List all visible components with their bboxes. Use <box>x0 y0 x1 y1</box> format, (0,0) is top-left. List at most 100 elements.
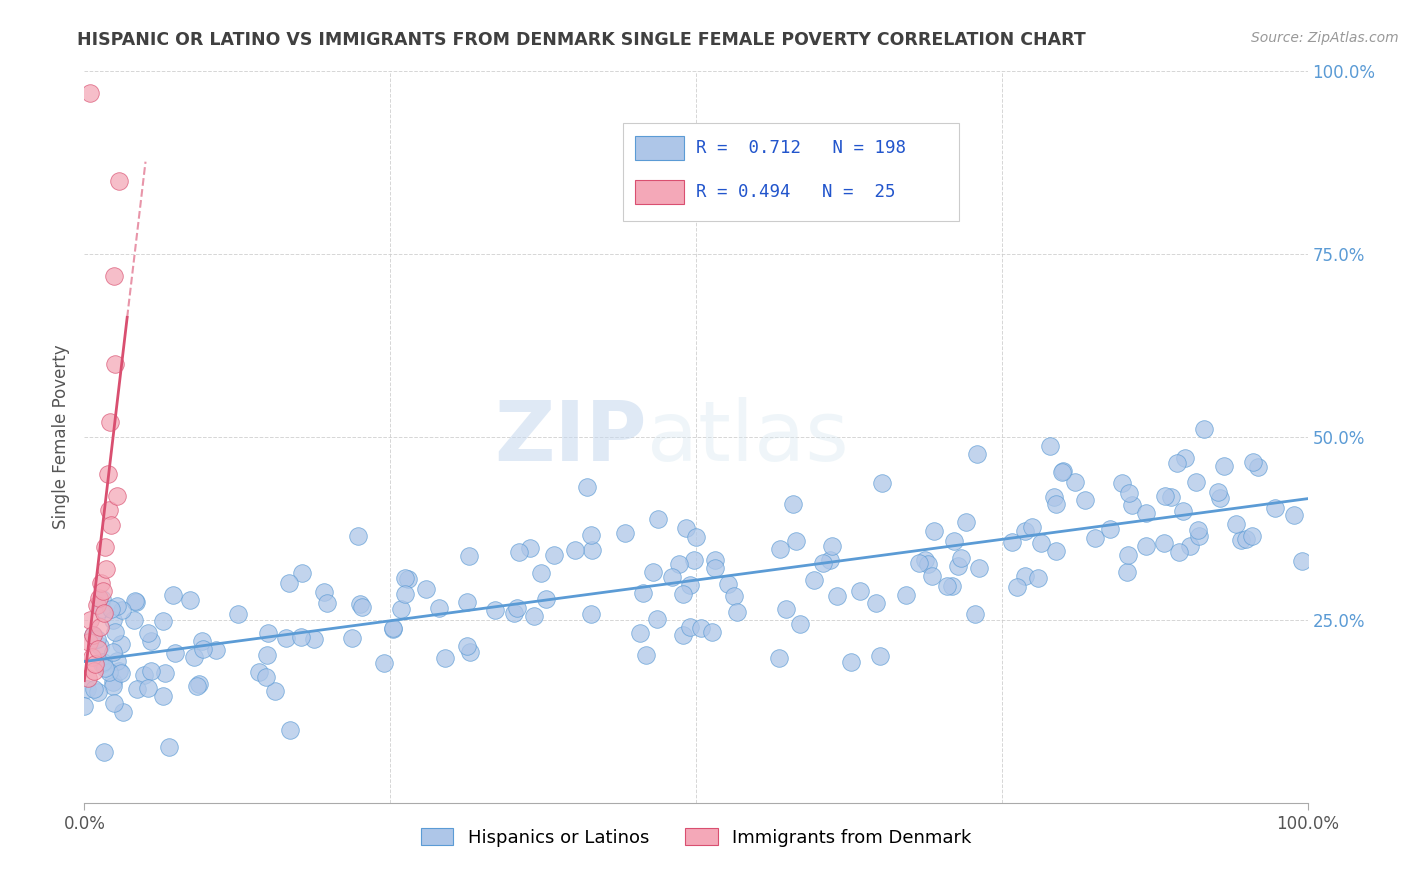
Point <box>157 740 180 755</box>
Point <box>458 645 481 659</box>
Point <box>1178 539 1201 553</box>
Point <box>870 475 893 490</box>
Point <box>87 642 110 657</box>
Point <box>340 631 363 645</box>
Point <box>87 591 110 605</box>
Point <box>1111 475 1133 490</box>
Point <box>921 569 943 583</box>
Point <box>704 560 727 574</box>
Point <box>98 416 121 430</box>
Point <box>1291 554 1313 568</box>
Point <box>179 593 201 607</box>
Point <box>1121 498 1143 512</box>
Point <box>254 670 277 684</box>
Point <box>967 560 990 574</box>
Point <box>811 556 834 570</box>
Point <box>103 645 125 659</box>
Point <box>90 657 112 671</box>
Point <box>782 497 804 511</box>
Point <box>389 602 412 616</box>
Point <box>83 681 105 696</box>
Point <box>186 679 208 693</box>
Point <box>965 607 987 621</box>
Point <box>1234 533 1257 547</box>
Point <box>415 582 437 596</box>
Point <box>579 528 602 542</box>
Point <box>457 549 479 563</box>
Point <box>101 679 124 693</box>
Point <box>946 559 969 574</box>
Point <box>93 661 115 675</box>
Point <box>433 651 456 665</box>
Point <box>1116 565 1139 579</box>
Point <box>86 599 108 613</box>
Point <box>508 545 530 559</box>
Point <box>103 674 125 689</box>
Point <box>839 655 862 669</box>
Point <box>530 566 553 580</box>
Y-axis label: Single Female Poverty: Single Female Poverty <box>52 345 70 529</box>
Point <box>456 639 478 653</box>
Point <box>350 599 373 614</box>
Point <box>869 648 891 663</box>
Text: atlas: atlas <box>647 397 849 477</box>
Point <box>373 656 395 670</box>
Point <box>247 665 270 679</box>
Point <box>1135 506 1157 520</box>
Point <box>108 665 131 679</box>
Point <box>1192 422 1215 436</box>
Point <box>103 624 125 639</box>
Point <box>112 705 135 719</box>
Point <box>768 651 790 665</box>
Point <box>818 553 841 567</box>
Point <box>427 601 450 615</box>
Point <box>110 665 132 680</box>
Point <box>647 511 669 525</box>
Legend: Hispanics or Latinos, Immigrants from Denmark: Hispanics or Latinos, Immigrants from De… <box>412 819 980 856</box>
Point <box>103 696 125 710</box>
Point <box>579 607 602 621</box>
Point <box>105 489 128 503</box>
Point <box>94 540 117 554</box>
Point <box>93 745 115 759</box>
Point <box>103 613 125 627</box>
Point <box>1026 572 1049 586</box>
Point <box>141 664 163 678</box>
Point <box>1213 458 1236 473</box>
Point <box>564 542 586 557</box>
Point <box>312 585 335 599</box>
Point <box>908 556 931 570</box>
Point <box>581 542 603 557</box>
Point <box>1045 497 1067 511</box>
Point <box>190 633 212 648</box>
Point <box>943 533 966 548</box>
Point <box>661 570 683 584</box>
Point <box>316 596 339 610</box>
Point <box>1084 531 1107 545</box>
Point <box>382 621 405 635</box>
Point <box>506 601 529 615</box>
Point <box>76 682 98 697</box>
Point <box>396 573 419 587</box>
Text: R =  0.712   N = 198: R = 0.712 N = 198 <box>696 139 905 157</box>
Point <box>576 480 599 494</box>
Point <box>302 632 325 646</box>
Point <box>683 553 706 567</box>
Point <box>394 587 416 601</box>
Point <box>100 602 122 616</box>
Point <box>668 557 690 571</box>
Point <box>534 592 557 607</box>
Point <box>1001 534 1024 549</box>
Text: ZIP: ZIP <box>495 397 647 477</box>
Point <box>679 620 702 634</box>
Point <box>122 613 145 627</box>
Point <box>803 573 825 587</box>
Point <box>82 627 104 641</box>
Point <box>183 650 205 665</box>
Point <box>636 648 658 662</box>
Point <box>1174 450 1197 465</box>
Point <box>950 550 973 565</box>
Point <box>1029 536 1052 550</box>
Point <box>1099 522 1122 536</box>
Point <box>83 664 105 678</box>
